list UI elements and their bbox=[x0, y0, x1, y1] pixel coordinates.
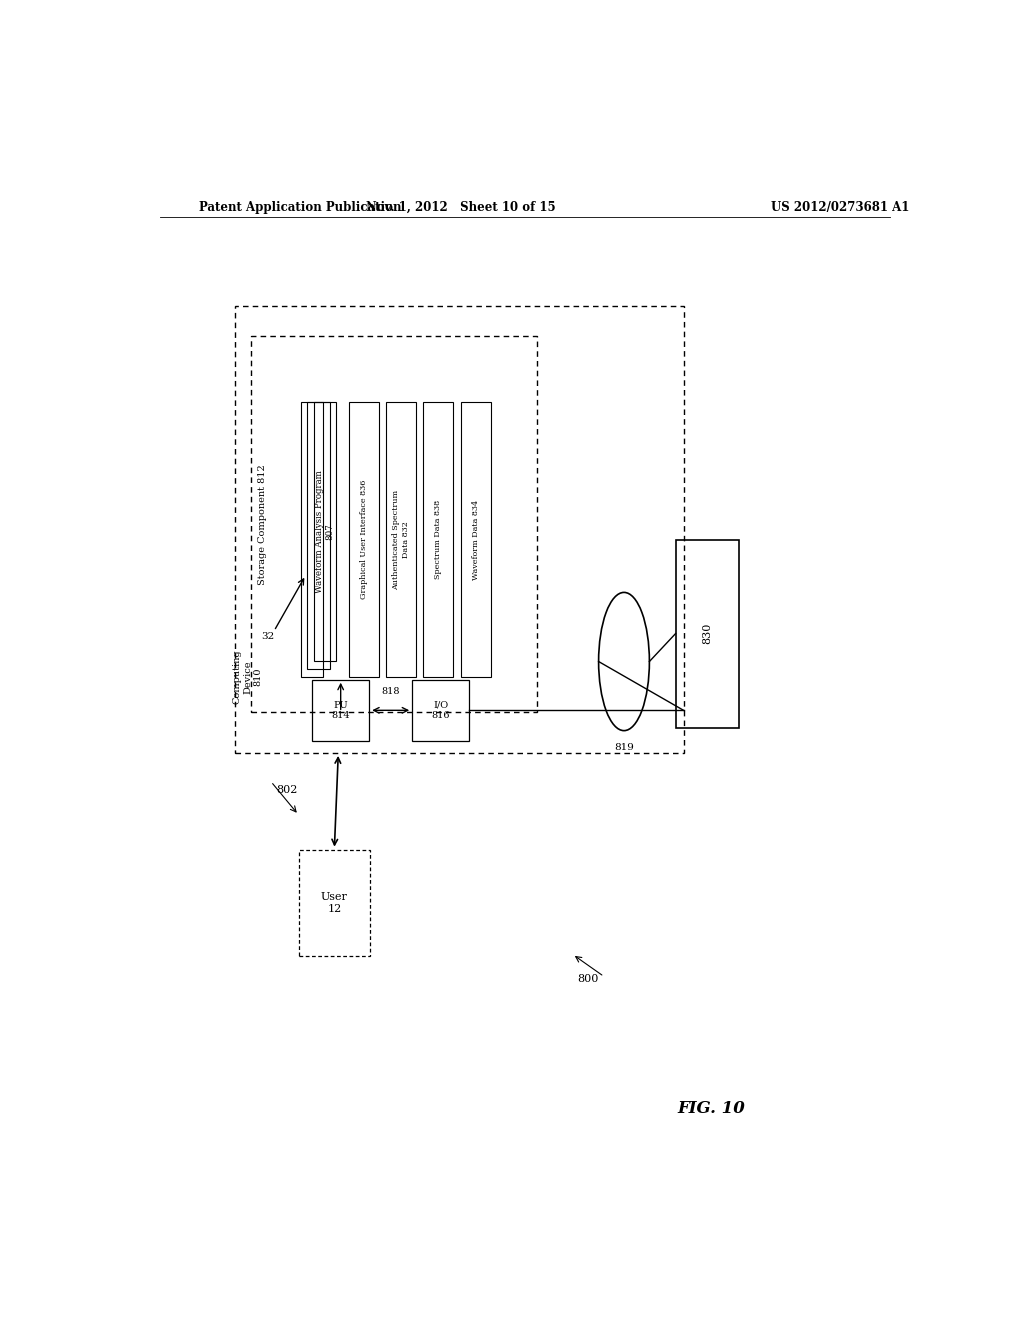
Text: User
12: User 12 bbox=[321, 892, 348, 913]
Bar bbox=[461, 403, 490, 677]
Text: Waveform Analysis Program
807: Waveform Analysis Program 807 bbox=[315, 470, 335, 593]
Text: 802: 802 bbox=[276, 784, 297, 795]
Bar bbox=[299, 850, 370, 956]
Bar bbox=[301, 403, 324, 677]
Text: I/O
816: I/O 816 bbox=[431, 701, 450, 719]
Text: Graphical User Interface 836: Graphical User Interface 836 bbox=[359, 480, 368, 599]
Text: PU
814: PU 814 bbox=[332, 701, 350, 719]
Bar bbox=[236, 306, 684, 752]
Text: Waveform Data 834: Waveform Data 834 bbox=[472, 499, 479, 579]
Bar bbox=[312, 680, 370, 741]
Bar bbox=[676, 540, 739, 727]
Text: FIG. 10: FIG. 10 bbox=[677, 1101, 745, 1117]
Bar bbox=[412, 680, 469, 741]
Text: Storage Component 812: Storage Component 812 bbox=[258, 463, 266, 585]
Text: Computing
Device
810: Computing Device 810 bbox=[232, 649, 263, 704]
Bar bbox=[423, 403, 454, 677]
Bar bbox=[386, 403, 416, 677]
Text: 830: 830 bbox=[702, 623, 713, 644]
Bar bbox=[348, 403, 379, 677]
Text: Nov. 1, 2012   Sheet 10 of 15: Nov. 1, 2012 Sheet 10 of 15 bbox=[367, 201, 556, 214]
Text: Authenticated Spectrum
Data 832: Authenticated Spectrum Data 832 bbox=[392, 490, 410, 590]
Text: 818: 818 bbox=[381, 688, 400, 696]
Text: 800: 800 bbox=[578, 974, 599, 983]
Text: US 2012/0273681 A1: US 2012/0273681 A1 bbox=[771, 201, 909, 214]
Text: Spectrum Data 838: Spectrum Data 838 bbox=[434, 500, 442, 579]
Text: 32: 32 bbox=[261, 632, 274, 642]
Text: 819: 819 bbox=[614, 743, 634, 752]
Bar bbox=[307, 403, 330, 669]
Bar bbox=[251, 337, 537, 713]
Text: Patent Application Publication: Patent Application Publication bbox=[200, 201, 402, 214]
Bar bbox=[313, 403, 336, 660]
